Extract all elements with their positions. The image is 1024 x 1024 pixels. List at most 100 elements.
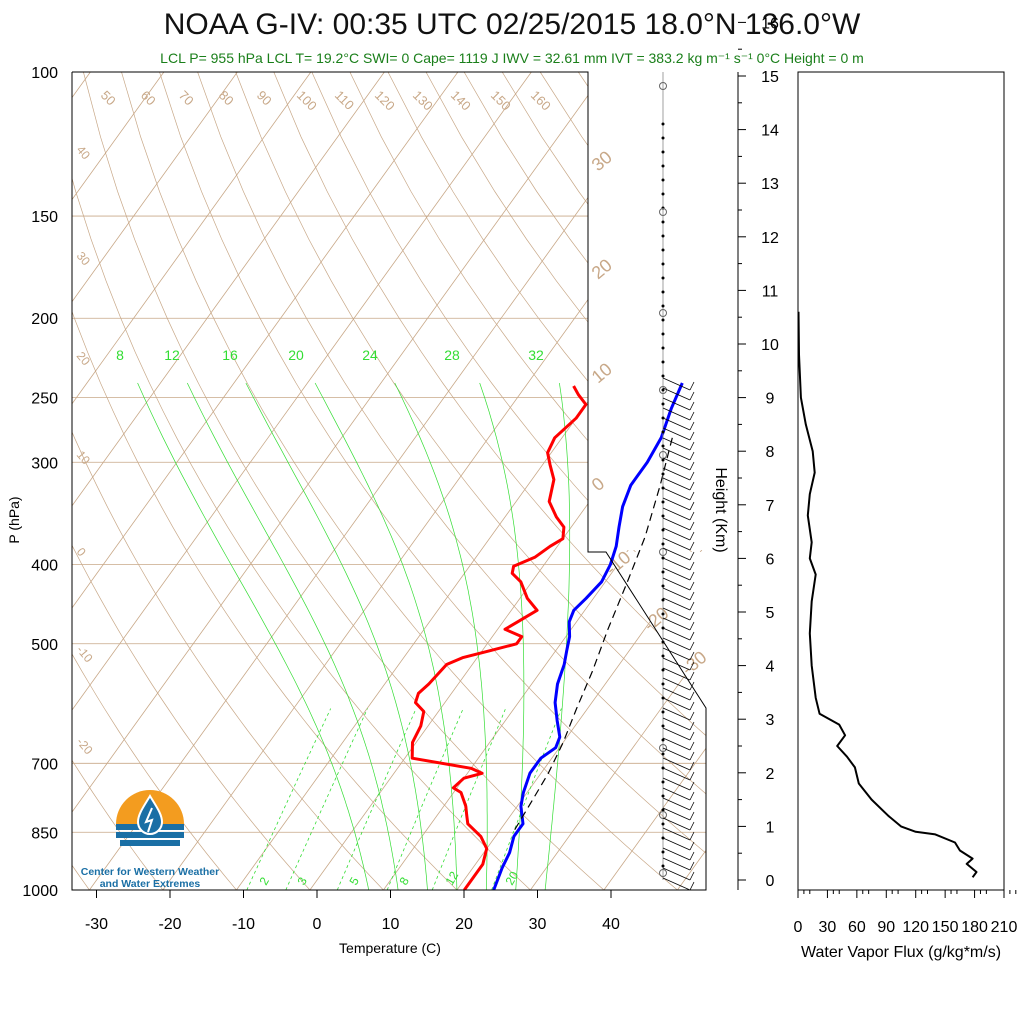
- calm-circle: [659, 82, 667, 90]
- height-tick-label: 9: [766, 391, 775, 408]
- wind-barb: [662, 677, 691, 691]
- logo-caption: Center for Western Weather and Water Ext…: [70, 866, 230, 890]
- y-axis-label: P (hPa): [6, 496, 22, 543]
- wind-barb-flag: [689, 381, 695, 391]
- wind-dot: [661, 570, 665, 574]
- isotherm-label: 100: [294, 88, 320, 114]
- calm-circle: [659, 811, 667, 819]
- flux-frame: [797, 71, 1005, 891]
- wind-barb: [662, 557, 691, 571]
- dry-adiabat: [159, 72, 706, 854]
- wind-dot: [661, 318, 665, 322]
- wind-barb-flag: [689, 811, 695, 821]
- wind-barb: [662, 547, 691, 561]
- isotherm-label: 50: [98, 88, 119, 109]
- height-tick-label: 16: [761, 15, 779, 32]
- wind-barb-flag: [689, 871, 695, 881]
- wind-barb: [662, 537, 691, 551]
- moist-adiabat: [137, 382, 370, 890]
- height-tick-label: 4: [766, 659, 775, 676]
- wind-barb-flag: [689, 771, 695, 781]
- wind-barb: [662, 517, 691, 531]
- dry-adiabat: [197, 72, 706, 795]
- moist-adiabat-label: 16: [222, 347, 238, 363]
- wind-barb: [662, 757, 691, 771]
- isotherm-line: [89, 72, 679, 890]
- calm-circle: [659, 869, 667, 877]
- wind-barb-flag: [689, 621, 695, 631]
- wind-barb: [662, 807, 691, 821]
- wind-barb: [662, 697, 691, 711]
- dry-adiabat: [501, 72, 706, 351]
- y-tick-label: 100: [31, 65, 58, 82]
- mixing-ratio-line: [336, 708, 417, 890]
- wind-barb-flag: [689, 581, 695, 591]
- mixing-ratio-label: 20: [502, 869, 521, 888]
- wind-barb: [662, 457, 691, 471]
- height-tick-label: 8: [766, 444, 775, 461]
- dry-adiabat: [235, 72, 706, 737]
- adiabat-label-left: 30: [74, 249, 94, 268]
- wind-dot: [661, 584, 665, 588]
- wind-barb: [662, 797, 691, 811]
- wind-dot: [661, 136, 665, 140]
- wind-barb-flag: [689, 571, 695, 581]
- wind-dot: [661, 122, 665, 126]
- moist-adiabat-label: 32: [528, 347, 544, 363]
- y-tick-label: 150: [31, 209, 58, 226]
- wind-dot: [661, 682, 665, 686]
- wind-barb-flag: [689, 471, 695, 481]
- wind-dot: [661, 346, 665, 350]
- wind-barb-flag: [689, 491, 695, 501]
- wind-barb-flag: [689, 741, 695, 751]
- height-tick-label: 2: [766, 766, 775, 783]
- wind-barb-flag: [689, 691, 695, 701]
- moist-adiabat-label: 20: [288, 347, 304, 363]
- wind-barb-flag: [689, 451, 695, 461]
- wind-barb: [662, 777, 691, 791]
- wind-barb-flag: [689, 881, 695, 891]
- flux-tick-label: 0: [794, 919, 803, 936]
- wind-barb: [662, 397, 691, 411]
- wind-barb-flag: [689, 711, 695, 721]
- wind-dot: [661, 598, 665, 602]
- chart-subtitle: LCL P= 955 hPa LCL T= 19.2°C SWI= 0 Cape…: [160, 50, 864, 66]
- dry-adiabat: [121, 72, 678, 890]
- wind-dot: [661, 220, 665, 224]
- moist-adiabat: [186, 382, 399, 890]
- logo-caption-line1: Center for Western Weather: [80, 866, 220, 878]
- wind-barb-flag: [689, 781, 695, 791]
- adiabat-label-left: -20: [74, 735, 96, 758]
- wind-dot: [661, 710, 665, 714]
- wind-dot: [661, 444, 665, 448]
- adiabat-label-left: 10: [74, 448, 94, 467]
- flux-tick-label: 30: [819, 919, 837, 936]
- wind-barb: [662, 527, 691, 541]
- wind-barb: [662, 647, 691, 661]
- wind-barb: [662, 707, 691, 721]
- height-tick-label: 0: [766, 873, 775, 890]
- mixing-ratio-label: 8: [396, 874, 412, 887]
- isotherm-line: [72, 72, 606, 813]
- wind-barb: [662, 877, 691, 891]
- chart-title: NOAA G-IV: 00:35 UTC 02/25/2015 18.0°N 1…: [163, 8, 861, 41]
- dry-adiabat: [83, 72, 605, 890]
- moist-adiabat-label: 12: [164, 347, 180, 363]
- wind-barb: [662, 437, 691, 451]
- wind-dot: [661, 304, 665, 308]
- wind-dot: [661, 808, 665, 812]
- moist-adiabat-label: 8: [116, 347, 124, 363]
- y-tick-label: 300: [31, 455, 58, 472]
- isotherm-label: 80: [216, 88, 237, 109]
- wind-dot: [661, 612, 665, 616]
- wind-dot: [661, 822, 665, 826]
- wind-barb: [662, 577, 691, 591]
- isotherm-label: 60: [138, 88, 159, 109]
- height-tick-label: 7: [766, 498, 775, 515]
- isotherm-line: [530, 645, 706, 890]
- wind-barb-flag: [689, 511, 695, 521]
- calm-circle: [659, 309, 667, 317]
- wind-barb: [662, 817, 691, 831]
- calm-circle: [659, 451, 667, 459]
- wind-dot: [661, 780, 665, 784]
